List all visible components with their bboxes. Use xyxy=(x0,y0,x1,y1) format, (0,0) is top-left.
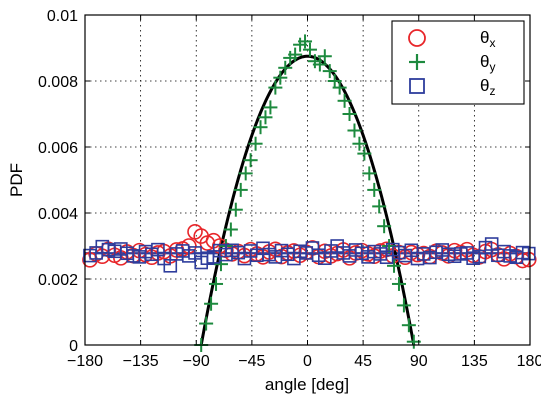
legend-label: θx xyxy=(480,28,495,50)
theta-y-point xyxy=(347,123,362,138)
legend-marker-theta-y xyxy=(409,54,425,70)
theta-y-point xyxy=(288,47,303,62)
theta-y-point xyxy=(317,49,332,64)
x-tick-label: −45 xyxy=(238,353,265,370)
theta-y-point xyxy=(367,182,382,197)
theta-y-point xyxy=(357,146,372,161)
legend-label: θz xyxy=(480,76,495,98)
axis-ticks xyxy=(84,14,531,346)
theta-y-point xyxy=(223,222,238,237)
legend-label-theta: θ xyxy=(480,52,489,71)
theta-y-point xyxy=(298,34,313,49)
legend-label-subscript: y xyxy=(489,60,495,74)
theta-z-point xyxy=(521,246,536,261)
y-tick-label: 0.002 xyxy=(38,272,78,289)
theta-y-point xyxy=(199,316,214,331)
x-tick-label: 180 xyxy=(517,353,541,370)
legend-marker-theta-x xyxy=(408,29,426,47)
theta-y-point xyxy=(362,166,377,181)
theta-y-point xyxy=(372,199,387,214)
theta-y-point xyxy=(342,107,357,121)
legend-marker-theta-z xyxy=(409,78,425,94)
y-tick-label: 0 xyxy=(69,338,78,355)
x-tick-label: 90 xyxy=(410,353,428,370)
theta-y-point xyxy=(253,120,268,135)
legend-label: θy xyxy=(480,52,495,74)
legend-label-theta: θ xyxy=(480,28,489,47)
y-tick-label: 0.008 xyxy=(38,74,78,91)
x-tick-label: −135 xyxy=(123,353,159,370)
theta-y-point xyxy=(352,136,367,151)
y-tick-labels: 0 0.002 0.004 0.006 0.008 0.01 xyxy=(38,8,78,355)
theta-y-point xyxy=(302,42,317,57)
y-tick-label: 0.006 xyxy=(38,140,78,157)
y-axis-label: PDF xyxy=(7,163,26,197)
x-tick-labels: −180 −135 −90 −45 0 45 90 135 180 xyxy=(67,353,541,370)
theta-y-point xyxy=(312,57,327,72)
theta-y-point xyxy=(263,100,278,115)
theta-y-point xyxy=(273,70,288,85)
parabola-fit-line xyxy=(199,54,416,346)
legend-label-subscript: x xyxy=(489,36,495,50)
data-markers xyxy=(82,34,537,352)
x-tick-label: 45 xyxy=(354,353,372,370)
theta-y-point xyxy=(228,202,243,217)
theta-y-point xyxy=(238,166,253,181)
y-tick-label: 0.004 xyxy=(38,206,78,223)
theta-y-point xyxy=(396,298,411,313)
theta-y-point xyxy=(391,276,406,291)
theta-y-point xyxy=(248,136,263,151)
x-tick-label: −180 xyxy=(67,353,103,370)
theta-y-point xyxy=(209,276,224,291)
theta-y-point xyxy=(213,257,228,272)
series-z xyxy=(83,237,536,273)
theta-y-point xyxy=(322,64,337,79)
theta-y-point xyxy=(268,80,283,95)
theta-y-point xyxy=(401,318,416,333)
y-tick-label: 0.01 xyxy=(47,8,78,25)
x-tick-label: −90 xyxy=(183,353,210,370)
theta-y-point xyxy=(243,153,258,168)
theta-y-point xyxy=(233,182,248,197)
series-y xyxy=(194,34,421,352)
theta-y-point xyxy=(337,93,352,108)
theta-y-point xyxy=(204,296,219,311)
theta-y-point xyxy=(377,219,392,234)
theta-y-point xyxy=(332,80,347,95)
theta-y-point xyxy=(258,110,273,125)
legend-label-subscript: z xyxy=(489,84,495,98)
x-axis-label: angle [deg] xyxy=(265,375,349,394)
x-tick-label: 135 xyxy=(461,353,488,370)
legend-label-theta: θ xyxy=(480,76,489,95)
theta-y-point xyxy=(387,258,402,273)
x-tick-label: 0 xyxy=(303,353,312,370)
theta-y-point xyxy=(278,60,293,75)
